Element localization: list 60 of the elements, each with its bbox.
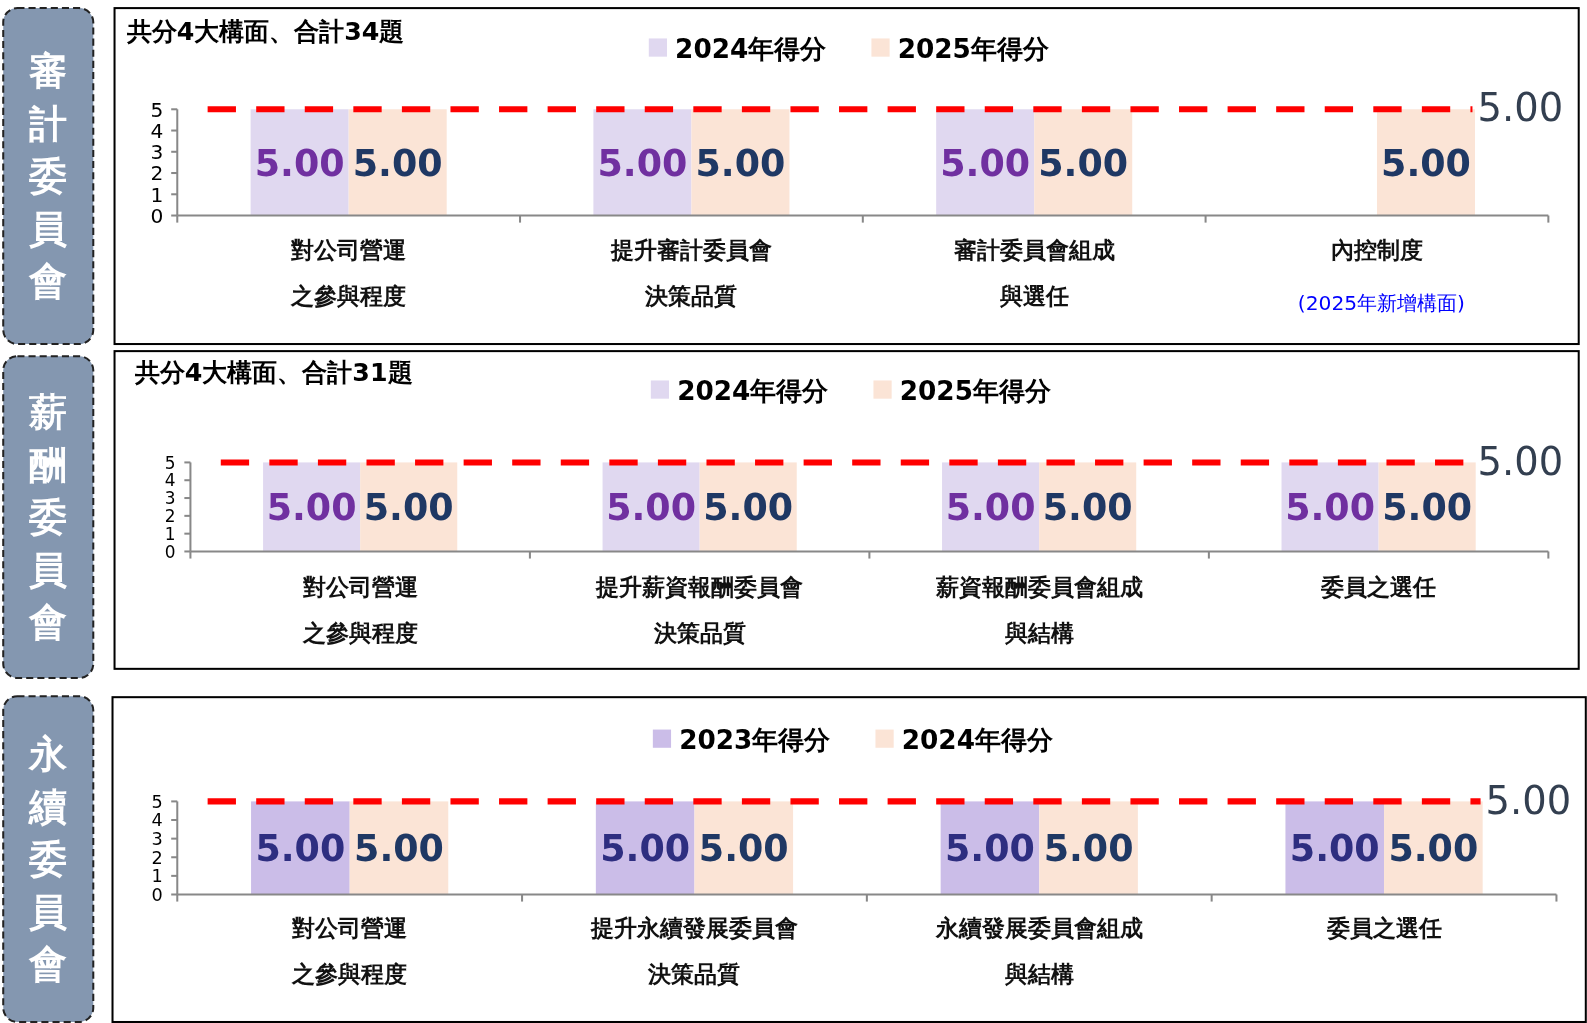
y-tick-label: 1 <box>151 866 163 887</box>
text: 審計委員會 <box>28 47 68 304</box>
x-tick-label: 提升薪資報酬委員會決策品質 <box>595 572 804 646</box>
x-tick-label: 對公司營運之參與程度 <box>290 236 407 309</box>
data-label: 5.00 <box>1388 827 1479 871</box>
x-tick-label: 提升永續發展委員會決策品質 <box>589 913 798 987</box>
legend-label: 2023年得分 <box>679 724 832 755</box>
text: 永續委員會 <box>28 731 69 987</box>
y-tick-label: 3 <box>151 829 163 849</box>
data-label: 5.00 <box>1382 486 1473 530</box>
data-label: 5.00 <box>940 141 1031 185</box>
data-label: 5.00 <box>703 486 794 530</box>
legend-label: 2025年得分 <box>899 375 1052 406</box>
data-label: 5.00 <box>1042 486 1133 530</box>
chart-subtitle: 共分4大構面、合計31題 <box>133 358 413 388</box>
text: 薪酬委員會 <box>28 388 68 645</box>
legend-label: 2024年得分 <box>675 33 828 64</box>
x-tick-label: 對公司營運之參與程度 <box>301 572 418 646</box>
data-label: 5.00 <box>945 486 1036 530</box>
x-tick-label: 審計委員會組成與選任 <box>952 236 1115 309</box>
x-tick-label: 對公司營運之參與程度 <box>291 913 408 987</box>
y-tick-label: 5 <box>164 452 176 473</box>
data-label: 5.00 <box>255 827 346 871</box>
y-tick-label: 5 <box>151 791 163 812</box>
data-label: 5.00 <box>363 486 454 530</box>
legend-label: 2025年得分 <box>897 33 1050 64</box>
y-tick-label: 4 <box>151 810 163 831</box>
data-label: 5.00 <box>354 827 444 871</box>
ref-line-label: 5.00 <box>1485 777 1572 823</box>
data-label: 5.00 <box>945 827 1035 871</box>
chart-subtitle: 共分4大構面、合計34題 <box>125 17 405 47</box>
x-tick-label: 提升審計委員會決策品質 <box>609 236 772 309</box>
x-tick-label: 永續發展委員會組成與結構 <box>934 913 1143 987</box>
data-label: 5.00 <box>695 141 786 185</box>
data-label: 5.00 <box>254 141 345 185</box>
text: (2025年新增構面) <box>1297 290 1466 315</box>
data-label: 5.00 <box>1289 827 1380 871</box>
legend-label: 2024年得分 <box>901 724 1054 755</box>
legend-label: 2024年得分 <box>677 375 830 406</box>
data-label: 5.00 <box>266 486 357 530</box>
data-label: 5.00 <box>1285 486 1375 530</box>
data-label: 5.00 <box>1038 141 1129 185</box>
data-label: 5.00 <box>600 827 691 871</box>
x-tick-label: 內控制度 <box>1330 236 1423 264</box>
y-tick-label: 0 <box>164 541 176 562</box>
x-tick-label: 委員之選任 <box>1320 572 1437 600</box>
x-tick-label: 薪資報酬委員會組成與結構 <box>934 572 1143 646</box>
y-tick-label: 1 <box>164 523 176 544</box>
ref-line-label: 5.00 <box>1477 438 1564 484</box>
y-tick-label: 0 <box>151 884 163 905</box>
y-tick-label: 2 <box>151 847 163 868</box>
data-label: 5.00 <box>1043 827 1134 871</box>
data-label: 5.00 <box>1381 141 1471 185</box>
y-tick-label: 4 <box>164 470 176 491</box>
ref-line-label: 5.00 <box>1477 85 1564 131</box>
data-label: 5.00 <box>352 141 443 185</box>
data-label: 5.00 <box>597 141 688 185</box>
data-label: 5.00 <box>606 486 697 530</box>
data-label: 5.00 <box>698 827 789 871</box>
x-tick-label: 委員之選任 <box>1325 913 1442 941</box>
